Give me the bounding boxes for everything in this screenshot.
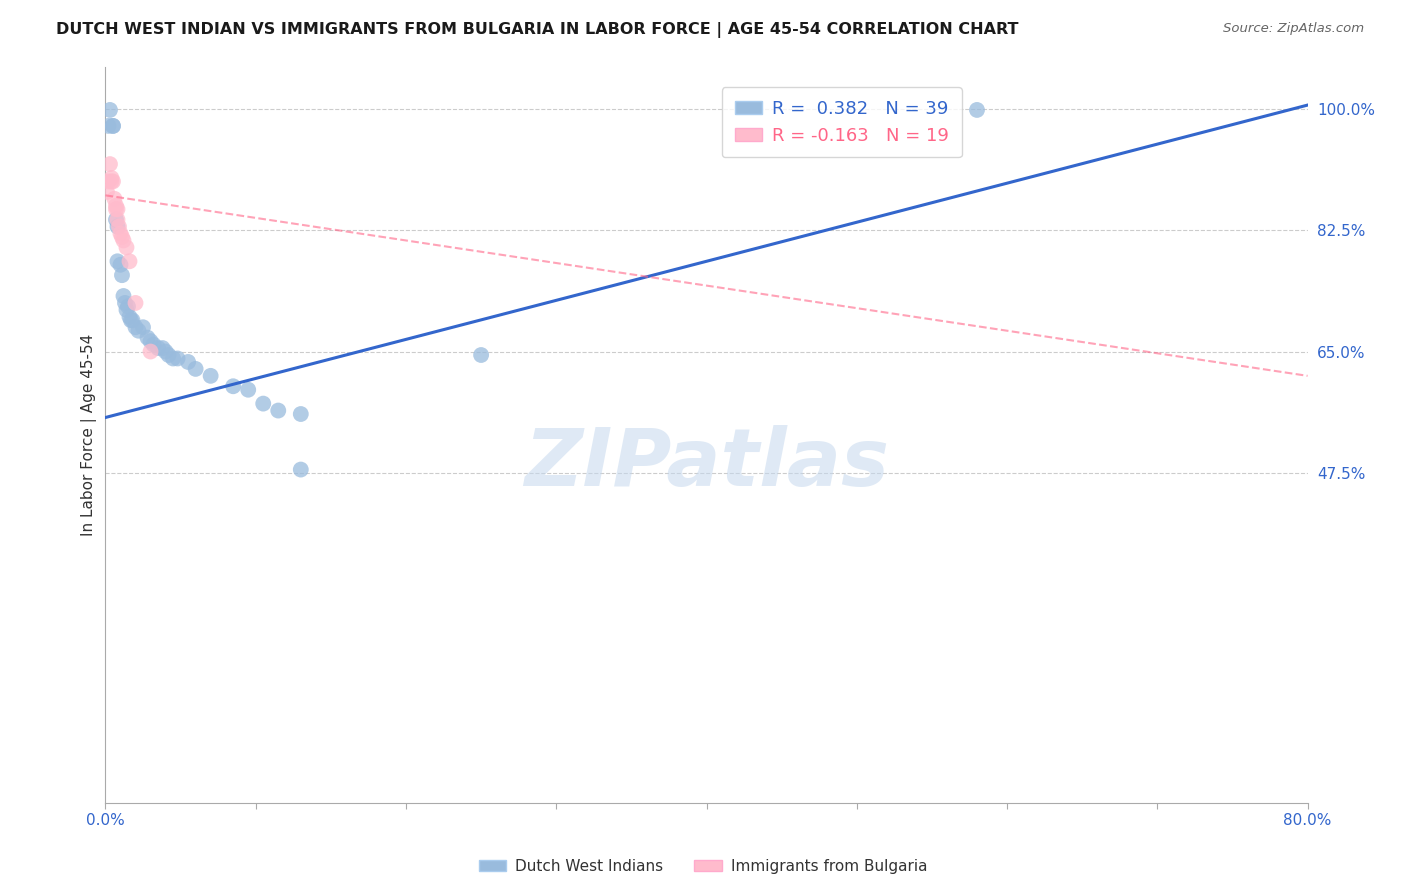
Point xyxy=(966,103,988,117)
Point xyxy=(146,341,169,355)
Y-axis label: In Labor Force | Age 45-54: In Labor Force | Age 45-54 xyxy=(82,334,97,536)
Point xyxy=(98,103,121,117)
Point xyxy=(470,348,492,362)
Point xyxy=(166,351,188,366)
Point xyxy=(108,219,131,234)
Point xyxy=(103,192,125,206)
Point xyxy=(112,289,135,303)
Point xyxy=(136,331,159,345)
Point xyxy=(98,157,121,171)
Point xyxy=(155,344,177,359)
Point xyxy=(177,355,200,369)
Point xyxy=(97,119,120,133)
Point xyxy=(104,212,127,227)
Point xyxy=(111,230,134,244)
Point xyxy=(104,199,127,213)
Point xyxy=(117,300,139,314)
Point xyxy=(162,351,184,366)
Point xyxy=(290,462,312,476)
Point xyxy=(104,202,127,217)
Point xyxy=(139,334,162,348)
Point xyxy=(128,324,150,338)
Point xyxy=(107,254,129,268)
Point xyxy=(120,313,142,327)
Point xyxy=(222,379,245,393)
Point xyxy=(252,396,274,410)
Point xyxy=(115,302,138,317)
Point xyxy=(107,219,129,234)
Point xyxy=(114,296,136,310)
Point xyxy=(100,171,122,186)
Point xyxy=(139,344,162,359)
Text: DUTCH WEST INDIAN VS IMMIGRANTS FROM BULGARIA IN LABOR FORCE | AGE 45-54 CORRELA: DUTCH WEST INDIAN VS IMMIGRANTS FROM BUL… xyxy=(56,22,1019,38)
Point xyxy=(132,320,155,334)
Point xyxy=(290,407,312,421)
Point xyxy=(200,368,222,383)
Point xyxy=(112,234,135,248)
Point xyxy=(110,258,132,272)
Point xyxy=(96,185,118,199)
Point xyxy=(142,337,165,351)
Point xyxy=(184,362,207,376)
Point xyxy=(101,119,124,133)
Point xyxy=(115,240,138,254)
Text: ZIPatlas: ZIPatlas xyxy=(524,425,889,503)
Point xyxy=(267,403,290,417)
Point xyxy=(100,174,122,188)
Legend: Dutch West Indians, Immigrants from Bulgaria: Dutch West Indians, Immigrants from Bulg… xyxy=(472,853,934,880)
Point xyxy=(107,212,129,227)
Point xyxy=(118,254,141,268)
Point xyxy=(124,320,146,334)
Point xyxy=(121,313,143,327)
Point xyxy=(107,202,129,217)
Point xyxy=(101,174,124,188)
Point xyxy=(238,383,260,397)
Point xyxy=(157,348,180,362)
Legend: R =  0.382   N = 39, R = -0.163   N = 19: R = 0.382 N = 39, R = -0.163 N = 19 xyxy=(721,87,962,157)
Point xyxy=(152,341,174,355)
Point xyxy=(124,296,146,310)
Point xyxy=(110,227,132,241)
Text: Source: ZipAtlas.com: Source: ZipAtlas.com xyxy=(1223,22,1364,36)
Point xyxy=(101,119,124,133)
Point xyxy=(97,174,120,188)
Point xyxy=(118,310,141,324)
Point xyxy=(111,268,134,282)
